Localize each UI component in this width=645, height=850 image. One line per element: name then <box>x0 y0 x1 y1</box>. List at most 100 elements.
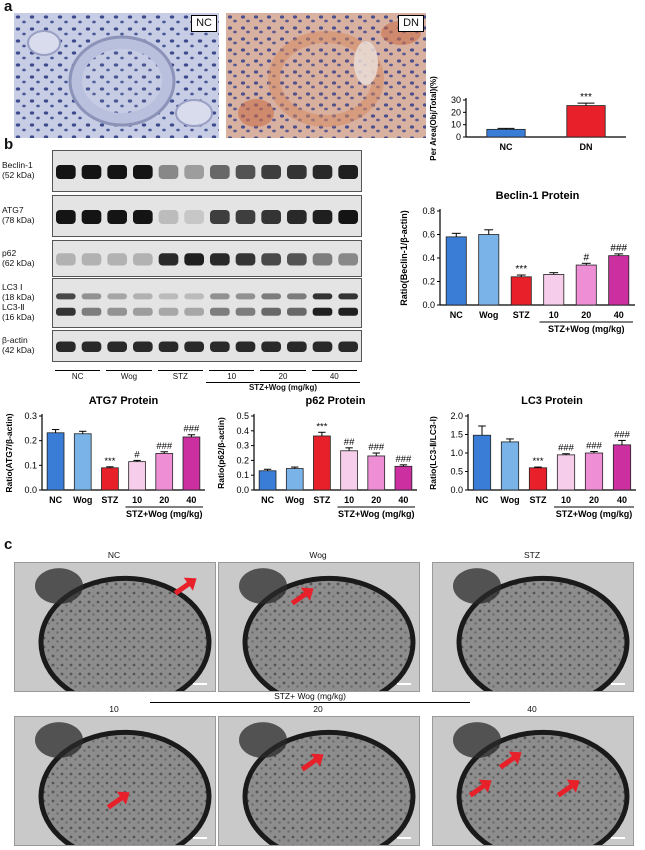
band <box>107 165 127 179</box>
category-label: Wog <box>73 495 92 505</box>
chart-title: LC3 Protein <box>521 395 583 407</box>
band <box>287 293 307 300</box>
em-image <box>433 563 633 691</box>
em-dark-region <box>453 568 501 604</box>
lane-label: STZ <box>157 370 203 381</box>
em-micrograph-nc <box>14 562 216 692</box>
arrow-shaft <box>106 794 125 810</box>
band <box>158 307 179 316</box>
band <box>56 210 76 224</box>
blot-bands <box>56 210 358 224</box>
band <box>133 307 153 316</box>
em-image <box>15 563 215 691</box>
em-dark-region <box>239 722 287 758</box>
significance-mark: ### <box>586 441 603 452</box>
lane-label: Wog <box>106 370 152 381</box>
y-tick-label: 1.5 <box>450 430 463 440</box>
category-label: STZ <box>313 495 331 505</box>
significance-mark: *** <box>515 264 527 275</box>
blot-protein-name: ATG7 <box>2 205 24 215</box>
blot-kda: (18 kDa) <box>2 292 35 302</box>
bar-STZ <box>101 467 119 491</box>
band <box>210 293 230 300</box>
category-label: STZ <box>101 495 119 505</box>
scale-bar <box>611 683 625 685</box>
bar-40 <box>612 444 632 491</box>
bar-10 <box>543 274 565 306</box>
band <box>184 341 204 352</box>
y-tick-label: 2.0 <box>450 411 463 421</box>
significance-mark: *** <box>532 456 543 467</box>
significance-mark: ## <box>344 437 355 448</box>
em-image <box>15 717 215 845</box>
scale-bar <box>397 837 411 839</box>
em-label: STZ <box>523 550 541 560</box>
arrow-shaft <box>173 580 192 596</box>
lane-label: 10 <box>209 370 255 381</box>
em-cell <box>245 578 413 691</box>
band <box>287 341 307 352</box>
bar-20 <box>155 453 174 491</box>
band <box>56 165 76 179</box>
y-tick-label: 10 <box>451 120 461 130</box>
y-axis-label: Ratio(Beclin-1/β-actin) <box>399 210 409 306</box>
band <box>312 253 333 266</box>
band <box>312 293 333 300</box>
category-label: NC <box>450 310 463 320</box>
band <box>81 210 102 224</box>
em-label: 40 <box>527 704 537 714</box>
y-tick-label: 1.0 <box>450 448 463 458</box>
band <box>81 293 102 300</box>
band <box>158 210 179 224</box>
category-label: NC <box>261 495 274 505</box>
band <box>312 210 333 224</box>
band <box>158 293 179 300</box>
significance-mark: *** <box>104 456 115 467</box>
band <box>338 165 358 179</box>
band <box>184 307 204 316</box>
category-label: 20 <box>581 310 591 320</box>
red-arrow <box>468 779 492 798</box>
category-label: Wog <box>285 495 304 505</box>
bar-Wog <box>478 234 500 306</box>
band <box>261 210 281 224</box>
significance-mark: ### <box>614 429 631 440</box>
category-label: NC <box>49 495 62 505</box>
y-tick-label: 0.4 <box>422 253 435 263</box>
arrow-head <box>310 753 324 767</box>
y-tick-label: 0.0 <box>422 300 435 310</box>
category-label: 40 <box>186 495 196 505</box>
category-label: NC <box>476 495 489 505</box>
significance-mark: ### <box>558 443 575 454</box>
band <box>56 307 76 316</box>
band <box>81 341 102 352</box>
panel-letter-c: c <box>4 536 13 553</box>
group-label: STZ+Wog (mg/kg) <box>338 509 415 519</box>
bar-NC <box>472 434 492 491</box>
scale-bar <box>193 683 207 685</box>
em-image <box>219 717 419 845</box>
bar-10 <box>556 454 576 491</box>
em-dark-region <box>453 722 501 758</box>
band <box>107 341 127 352</box>
y-axis-label: Ratio(LC3-Ⅱ/LC3-Ⅰ) <box>428 416 438 490</box>
band <box>107 210 127 224</box>
nc-kidney-micrograph: NC <box>14 13 219 138</box>
p62-chart: p62 Protein 0.0 0.1 0.2 0.3 0.4 0.5 Ratio(p62/β… <box>216 395 417 519</box>
band <box>287 307 307 316</box>
em-label: NC <box>107 550 121 560</box>
em-label: 10 <box>109 704 119 714</box>
red-arrow <box>498 751 522 770</box>
blot-bands <box>56 253 358 266</box>
arrow-shaft <box>556 782 575 798</box>
em-image <box>433 717 633 845</box>
band <box>338 253 358 266</box>
nc-tag: NC <box>191 15 217 32</box>
em-label: Wog <box>309 550 327 560</box>
blot-label: Beclin-1 (52 kDa) <box>2 160 35 180</box>
arrow-shaft <box>290 590 309 606</box>
y-tick-label: 0.0 <box>24 485 37 495</box>
em-membrane <box>456 729 630 845</box>
category-label: 20 <box>159 495 169 505</box>
group-label: STZ+Wog (mg/kg) <box>556 509 633 519</box>
